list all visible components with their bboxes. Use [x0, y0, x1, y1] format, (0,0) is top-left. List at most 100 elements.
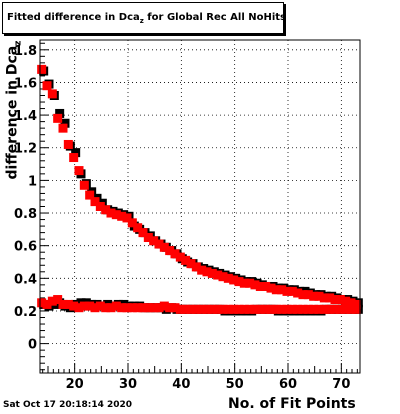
- series-b-point: [175, 252, 185, 262]
- x-tick-label: 20: [66, 377, 84, 392]
- series-b-point: [101, 303, 111, 313]
- series-b-point: [181, 304, 191, 314]
- series-b-point: [143, 303, 153, 313]
- series-b-point: [138, 303, 148, 313]
- chart-title: Fitted difference in Dcaz for Global Rec…: [7, 12, 286, 25]
- y-axis-title-subscript: z: [13, 40, 24, 46]
- series-b-point: [106, 208, 116, 218]
- series-b-point: [303, 304, 313, 314]
- series-b-point: [298, 304, 308, 314]
- series-b-point: [346, 304, 356, 314]
- series-b-point: [37, 64, 47, 74]
- series-b-point: [197, 265, 207, 275]
- series-b-point: [213, 304, 223, 314]
- series-b-point: [314, 291, 324, 301]
- series-b-point: [229, 275, 239, 285]
- series-b-point: [149, 303, 159, 313]
- series-b-point: [191, 304, 201, 314]
- series-b-point: [287, 286, 297, 296]
- series-b-point: [143, 233, 153, 243]
- series-b-point: [53, 295, 63, 305]
- series-b-point: [85, 301, 95, 311]
- series-b-point: [165, 303, 175, 313]
- series-b-point: [202, 267, 212, 277]
- series-b-point: [346, 298, 356, 308]
- series-b-point: [309, 291, 319, 301]
- series-b-point: [42, 299, 52, 309]
- series-b-point: [165, 246, 175, 256]
- series-b-point: [234, 304, 244, 314]
- y-tick-label: 1.8: [14, 44, 37, 59]
- series-b-point: [95, 301, 105, 311]
- y-tick-label: 1.6: [14, 76, 37, 91]
- series-b-point: [271, 304, 281, 314]
- series-b-point: [122, 303, 132, 313]
- series-b-point: [63, 139, 73, 149]
- series-b-point: [218, 304, 228, 314]
- series-b-point: [138, 228, 148, 238]
- series-b-point: [282, 304, 292, 314]
- series-b-point: [255, 304, 265, 314]
- y-tick-label: 0: [28, 338, 37, 353]
- series-b-point: [223, 304, 233, 314]
- series-b-point: [303, 290, 313, 300]
- y-tick-label: 1.4: [14, 109, 37, 124]
- series-b-point: [250, 280, 260, 290]
- series-b-point: [335, 304, 345, 314]
- series-b-point: [47, 296, 57, 306]
- series-a-point: [55, 108, 65, 118]
- series-a-point: [60, 118, 70, 128]
- series-b-point: [181, 255, 191, 265]
- title-box: Fitted difference in Dcaz for Global Rec…: [2, 2, 286, 34]
- y-tick-label: 0.2: [14, 305, 37, 320]
- series-b-point: [47, 89, 57, 99]
- series-b-point: [106, 303, 116, 313]
- chart-title-rest: for Global Rec All NoHits: [143, 12, 287, 23]
- series-b-point: [207, 304, 217, 314]
- y-axis-title-main: difference in Dca: [4, 45, 21, 180]
- axis-ticks: [40, 42, 358, 373]
- y-tick-label: 0.6: [14, 240, 37, 255]
- series-b-point: [79, 180, 89, 190]
- series-b-point: [213, 270, 223, 280]
- series-b-point: [74, 303, 84, 313]
- series-b-point: [117, 211, 127, 221]
- series-b-point: [261, 304, 271, 314]
- series-b-point: [218, 272, 228, 282]
- series-b-point: [170, 249, 180, 259]
- series-b-point: [234, 277, 244, 287]
- series-b-point: [191, 262, 201, 272]
- y-tick-label: 0.8: [14, 207, 37, 222]
- series-b-point: [186, 304, 196, 314]
- data-points: [37, 64, 363, 316]
- x-axis-title: No. of Fit Points: [228, 396, 356, 412]
- series-b-point: [202, 304, 212, 314]
- series-b-point: [159, 242, 169, 252]
- series-b-point: [239, 278, 249, 288]
- series-b-point: [37, 298, 47, 308]
- series-b-point: [127, 303, 137, 313]
- grid-lines: [40, 40, 360, 373]
- series-b-point: [122, 213, 132, 223]
- series-b-point: [223, 273, 233, 283]
- series-b-point: [282, 286, 292, 296]
- series-b-point: [277, 304, 287, 314]
- series-b-point: [293, 288, 303, 298]
- series-b-point: [255, 281, 265, 291]
- series-b-point: [127, 218, 137, 228]
- series-b-point: [245, 278, 255, 288]
- series-b-point: [79, 301, 89, 311]
- series-b-point: [341, 296, 351, 306]
- series-b-point: [149, 236, 159, 246]
- series-b-point: [111, 301, 121, 311]
- series-b-point: [117, 303, 127, 313]
- series-b-point: [42, 81, 52, 91]
- series-b-point: [90, 303, 100, 313]
- series-b-point: [330, 304, 340, 314]
- series-b-point: [85, 190, 95, 200]
- x-tick-label: 50: [226, 377, 244, 392]
- series-b-point: [314, 304, 324, 314]
- series-b-point: [186, 259, 196, 269]
- series-b-point: [330, 295, 340, 305]
